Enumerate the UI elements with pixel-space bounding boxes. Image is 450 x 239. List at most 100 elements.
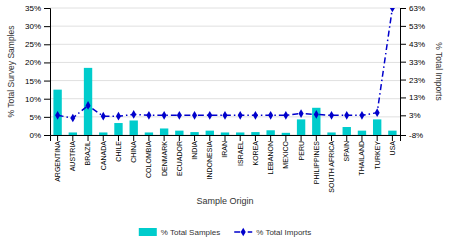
x-tick-mark: [103, 135, 104, 141]
grid-line: [50, 26, 400, 27]
x-tick-label: ISRAEL: [237, 141, 244, 166]
x-tick: AUSTRIA: [69, 135, 76, 171]
y2-tick-mark: [400, 135, 406, 136]
legend: % Total Samples % Total Imports: [139, 228, 311, 237]
y2-tick-mark: [400, 26, 406, 27]
bar: [160, 128, 168, 135]
y2-tick-label: 23%: [409, 76, 425, 85]
x-tick-label: IRAN: [221, 141, 228, 158]
y2-tick-label: 13%: [409, 93, 425, 102]
y-tick-label: 25%: [25, 40, 41, 49]
y-tick-label: 15%: [25, 77, 41, 86]
y-tick: 25%: [25, 40, 50, 49]
x-tick: THAILAND: [358, 135, 365, 176]
bar: [53, 90, 61, 135]
y-axis-title: % Total Survey Samples: [6, 26, 16, 118]
x-tick-label: MEXICO: [282, 140, 289, 168]
x-tick-label: ECUADOR: [176, 141, 183, 176]
x-tick-mark: [316, 135, 317, 141]
y-tick-label: 30%: [25, 22, 41, 31]
x-tick-mark: [225, 135, 226, 141]
y2-axis-title: % Total Imports: [434, 42, 444, 100]
y-tick-mark: [44, 44, 50, 45]
marker: [177, 111, 182, 120]
line-series: [55, 8, 395, 122]
x-tick: SOUTH AFRICA: [328, 135, 335, 193]
marker: [222, 111, 227, 120]
y-axis-line: [44, 9, 51, 136]
bar: [69, 132, 77, 135]
x-tick: LEBANON: [267, 135, 274, 174]
x-tick-label: INDONESIA: [206, 141, 213, 180]
y-tick-mark: [44, 8, 50, 9]
x-tick-label: KOREA: [252, 141, 259, 166]
y-tick-mark: [44, 81, 50, 82]
y2-axis: -8%3%13%23%33%43%53%63%: [400, 4, 425, 140]
y-tick-mark: [44, 26, 50, 27]
x-tick-label: INDIA: [191, 141, 198, 160]
y2-tick-label: 43%: [409, 40, 425, 49]
grid-line: [50, 98, 400, 99]
x-tick-mark: [255, 135, 256, 141]
y-tick-label: 20%: [25, 58, 41, 67]
x-tick: DENMARK: [161, 135, 168, 176]
x-tick-label: LEBANON: [267, 141, 274, 174]
y2-tick: -8%: [400, 131, 423, 140]
legend-marker: [241, 228, 246, 237]
marker: [329, 111, 334, 120]
y2-tick-mark: [400, 62, 406, 63]
x-tick-label: THAILAND: [358, 141, 365, 176]
x-tick-mark: [118, 135, 119, 141]
x-tick-label: ARGENTINA: [54, 141, 61, 182]
x-tick: ISRAEL: [237, 135, 244, 166]
x-tick: CHILE: [115, 135, 122, 162]
x-tick-mark: [270, 135, 271, 141]
bar: [312, 108, 320, 135]
y2-tick-label: 33%: [409, 58, 425, 67]
marker: [314, 110, 319, 119]
bar: [388, 131, 396, 135]
legend-item: % Total Samples: [139, 228, 220, 237]
y2-tick-mark: [400, 80, 406, 81]
y-tick-label: 5%: [29, 113, 41, 122]
x-tick-mark: [301, 135, 302, 141]
x-tick: SPAIN: [343, 135, 350, 162]
x-tick: INDONESIA: [206, 135, 213, 180]
x-tick-label: CANADA: [100, 141, 107, 171]
x-tick: MEXICO: [282, 135, 289, 169]
x-tick: INDIA: [191, 135, 198, 160]
x-tick-mark: [331, 135, 332, 141]
y-tick-label: 0%: [29, 131, 41, 140]
x-tick-label: DENMARK: [161, 141, 168, 176]
marker: [70, 114, 75, 123]
y-tick: 5%: [29, 113, 50, 122]
x-tick: PHILIPPINES: [313, 135, 320, 184]
y2-tick: 3%: [400, 111, 421, 120]
bar: [114, 123, 122, 135]
legend-item: % Total Imports: [234, 228, 311, 237]
line: [58, 8, 393, 118]
y2-tick-mark: [400, 97, 406, 98]
y2-tick-mark: [400, 8, 406, 9]
x-tick-label: PERU: [298, 141, 305, 160]
x-tick-label: USA: [389, 141, 396, 156]
x-tick-mark: [392, 135, 393, 141]
x-tick: CANADA: [100, 135, 107, 170]
bar: [282, 133, 290, 135]
y-tick: 20%: [25, 58, 50, 67]
x-tick-mark: [209, 135, 210, 141]
marker: [116, 112, 121, 121]
bar: [266, 130, 274, 135]
marker: [238, 111, 243, 120]
bar: [297, 119, 305, 135]
x-tick: KOREA: [252, 135, 259, 166]
y-tick: 15%: [25, 77, 50, 86]
bar: [343, 127, 351, 135]
x-tick-label: PHILIPPINES: [313, 141, 320, 185]
y-axis: 0%5%10%15%20%25%30%35%: [25, 4, 51, 140]
x-tick-mark: [240, 135, 241, 141]
y2-tick: 23%: [400, 76, 425, 85]
y2-tick: 33%: [400, 58, 425, 67]
marker: [253, 111, 258, 120]
bar: [358, 131, 366, 135]
